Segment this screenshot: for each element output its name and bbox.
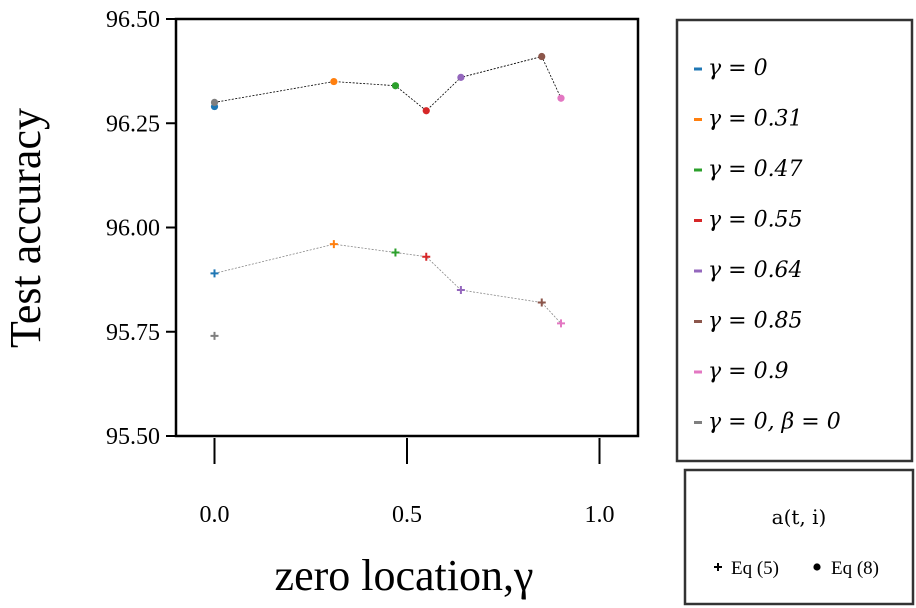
y-axis-ticks: 95.50 95.75 96.00 96.25 96.50	[106, 7, 176, 450]
plus-marker	[210, 269, 219, 278]
marker-legend: Eq (5) Eq (8)	[714, 558, 879, 579]
dot-marker	[557, 94, 565, 102]
marker-legend-title: a(t, i)	[772, 505, 827, 529]
eq5-line	[214, 243, 562, 324]
y-axis-label: Test accuracy	[1, 108, 50, 348]
legend-label: γ = 0.31	[708, 107, 803, 132]
plus-marker	[329, 240, 338, 249]
plus-marker-key	[714, 563, 722, 571]
y-tick-label: 95.50	[106, 424, 160, 450]
data-points	[210, 52, 565, 340]
legend-label: γ = 0.85	[708, 309, 803, 334]
plus-marker	[456, 286, 465, 295]
legend: γ = 0 γ = 0.31 γ = 0.47 γ = 0.55 γ = 0.64 γ =…	[694, 56, 841, 435]
legend-label: γ = 0.47	[708, 157, 803, 182]
connector-lines	[214, 56, 562, 324]
x-tick-label: 0.0	[200, 502, 230, 528]
marker-legend-label: Eq (8)	[831, 558, 879, 579]
y-tick-label: 95.75	[106, 320, 160, 346]
plot-frame	[174, 17, 640, 438]
x-tick-label: 0.5	[392, 502, 422, 528]
dot-marker-key	[813, 563, 821, 571]
marker-legend-box	[683, 468, 915, 606]
plus-marker	[210, 331, 219, 340]
legend-label: γ = 0.9	[708, 359, 789, 384]
dot-marker	[391, 82, 400, 90]
dot-marker	[538, 52, 546, 61]
marker-legend-label: Eq (5)	[731, 558, 779, 579]
x-axis-label: zero location,γ	[275, 551, 534, 600]
eq8-line	[214, 56, 562, 112]
y-tick-label: 96.50	[106, 7, 160, 33]
plus-marker	[537, 298, 546, 307]
plus-marker	[391, 248, 400, 257]
dot-marker	[457, 73, 465, 81]
y-tick-label: 96.00	[106, 216, 160, 242]
legend-label: γ = 0.55	[708, 208, 803, 233]
plus-marker	[422, 252, 431, 261]
x-tick-label: 1.0	[585, 502, 615, 528]
legend-label: γ = 0.64	[708, 258, 803, 283]
y-tick-label: 96.25	[106, 111, 160, 137]
dot-marker	[422, 107, 430, 115]
dot-marker	[330, 77, 338, 86]
legend-box	[675, 18, 914, 463]
legend-label: γ = 0, β = 0	[708, 410, 841, 435]
legend-label: γ = 0	[708, 56, 768, 81]
plus-marker	[557, 319, 565, 328]
dot-marker	[210, 98, 219, 106]
x-axis-ticks: 0.0 0.5 1.0	[200, 438, 615, 528]
